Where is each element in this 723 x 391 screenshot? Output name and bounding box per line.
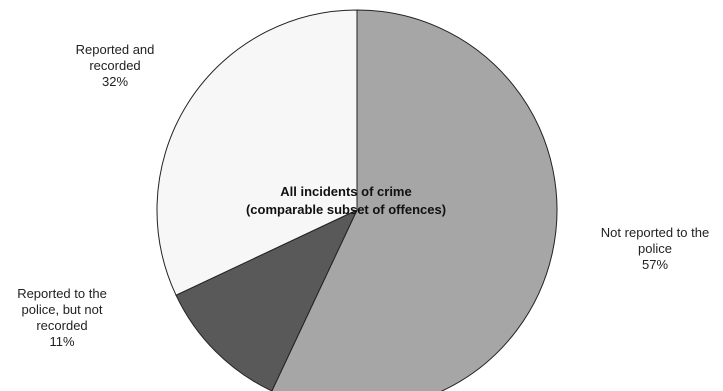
- pie-slices: [156, 9, 558, 391]
- slice-value-label: 32%: [102, 74, 128, 89]
- slice-name-label: recorded: [89, 58, 140, 73]
- center-label-line-1: All incidents of crime: [280, 184, 411, 199]
- pie-slice-reported-to-the-police-but-not-recorded: [175, 208, 359, 391]
- pie-slice-not-reported-to-the-police: [271, 9, 558, 391]
- slice-name-label: recorded: [36, 318, 87, 333]
- slice-name-label: Reported to the: [17, 286, 107, 301]
- slice-name-label: Not reported to the: [601, 225, 709, 240]
- slice-value-label: 11%: [49, 334, 74, 349]
- slice-name-label: police, but not: [22, 302, 103, 317]
- slice-name-label: police: [638, 241, 672, 256]
- pie-slice-reported-and-recorded: [156, 9, 358, 296]
- center-label-line-2: (comparable subset of offences): [246, 202, 446, 217]
- slice-name-label: Reported and: [76, 42, 155, 57]
- slice-value-label: 57%: [642, 257, 668, 272]
